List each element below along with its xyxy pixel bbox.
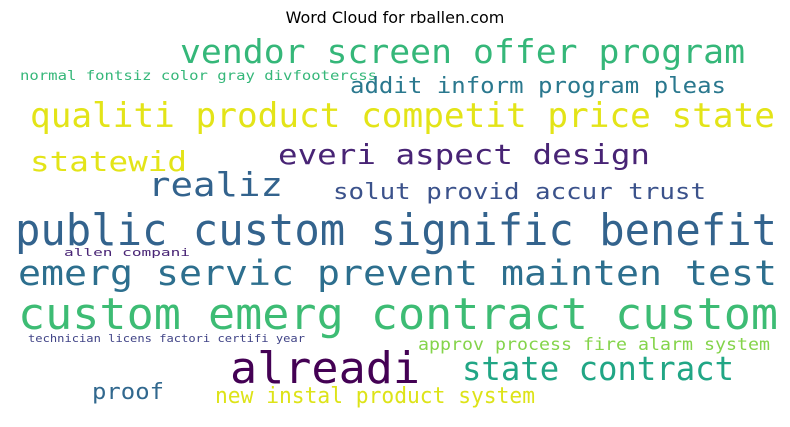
word-16: proof	[92, 380, 164, 405]
word-9: allen compani	[64, 246, 190, 259]
word-5: everi aspect design	[278, 138, 650, 171]
word-7: solut provid accur trust	[333, 180, 706, 205]
word-4: statewid	[30, 145, 187, 178]
word-10: emerg servic prevent mainten test	[18, 254, 777, 294]
word-0: vendor screen offer program	[180, 32, 745, 71]
word-14: alreadi	[230, 343, 420, 394]
word-12: technician licens factori certifi year	[28, 332, 305, 345]
word-15: state contract	[462, 349, 734, 388]
word-11: custom emerg contract custom	[18, 289, 778, 340]
word-1: normal fontsiz color gray divfootercss	[20, 69, 377, 84]
chart-title: Word Cloud for rballen.com	[285, 8, 505, 27]
word-17: new instal product system	[215, 384, 535, 409]
word-8: public custom signific benefit	[15, 205, 777, 256]
word-3: qualiti product competit price state	[30, 96, 775, 136]
word-2: addit inform program pleas	[350, 74, 726, 99]
word-13: approv process fire alarm system	[418, 335, 770, 355]
word-6: realiz	[148, 165, 283, 204]
